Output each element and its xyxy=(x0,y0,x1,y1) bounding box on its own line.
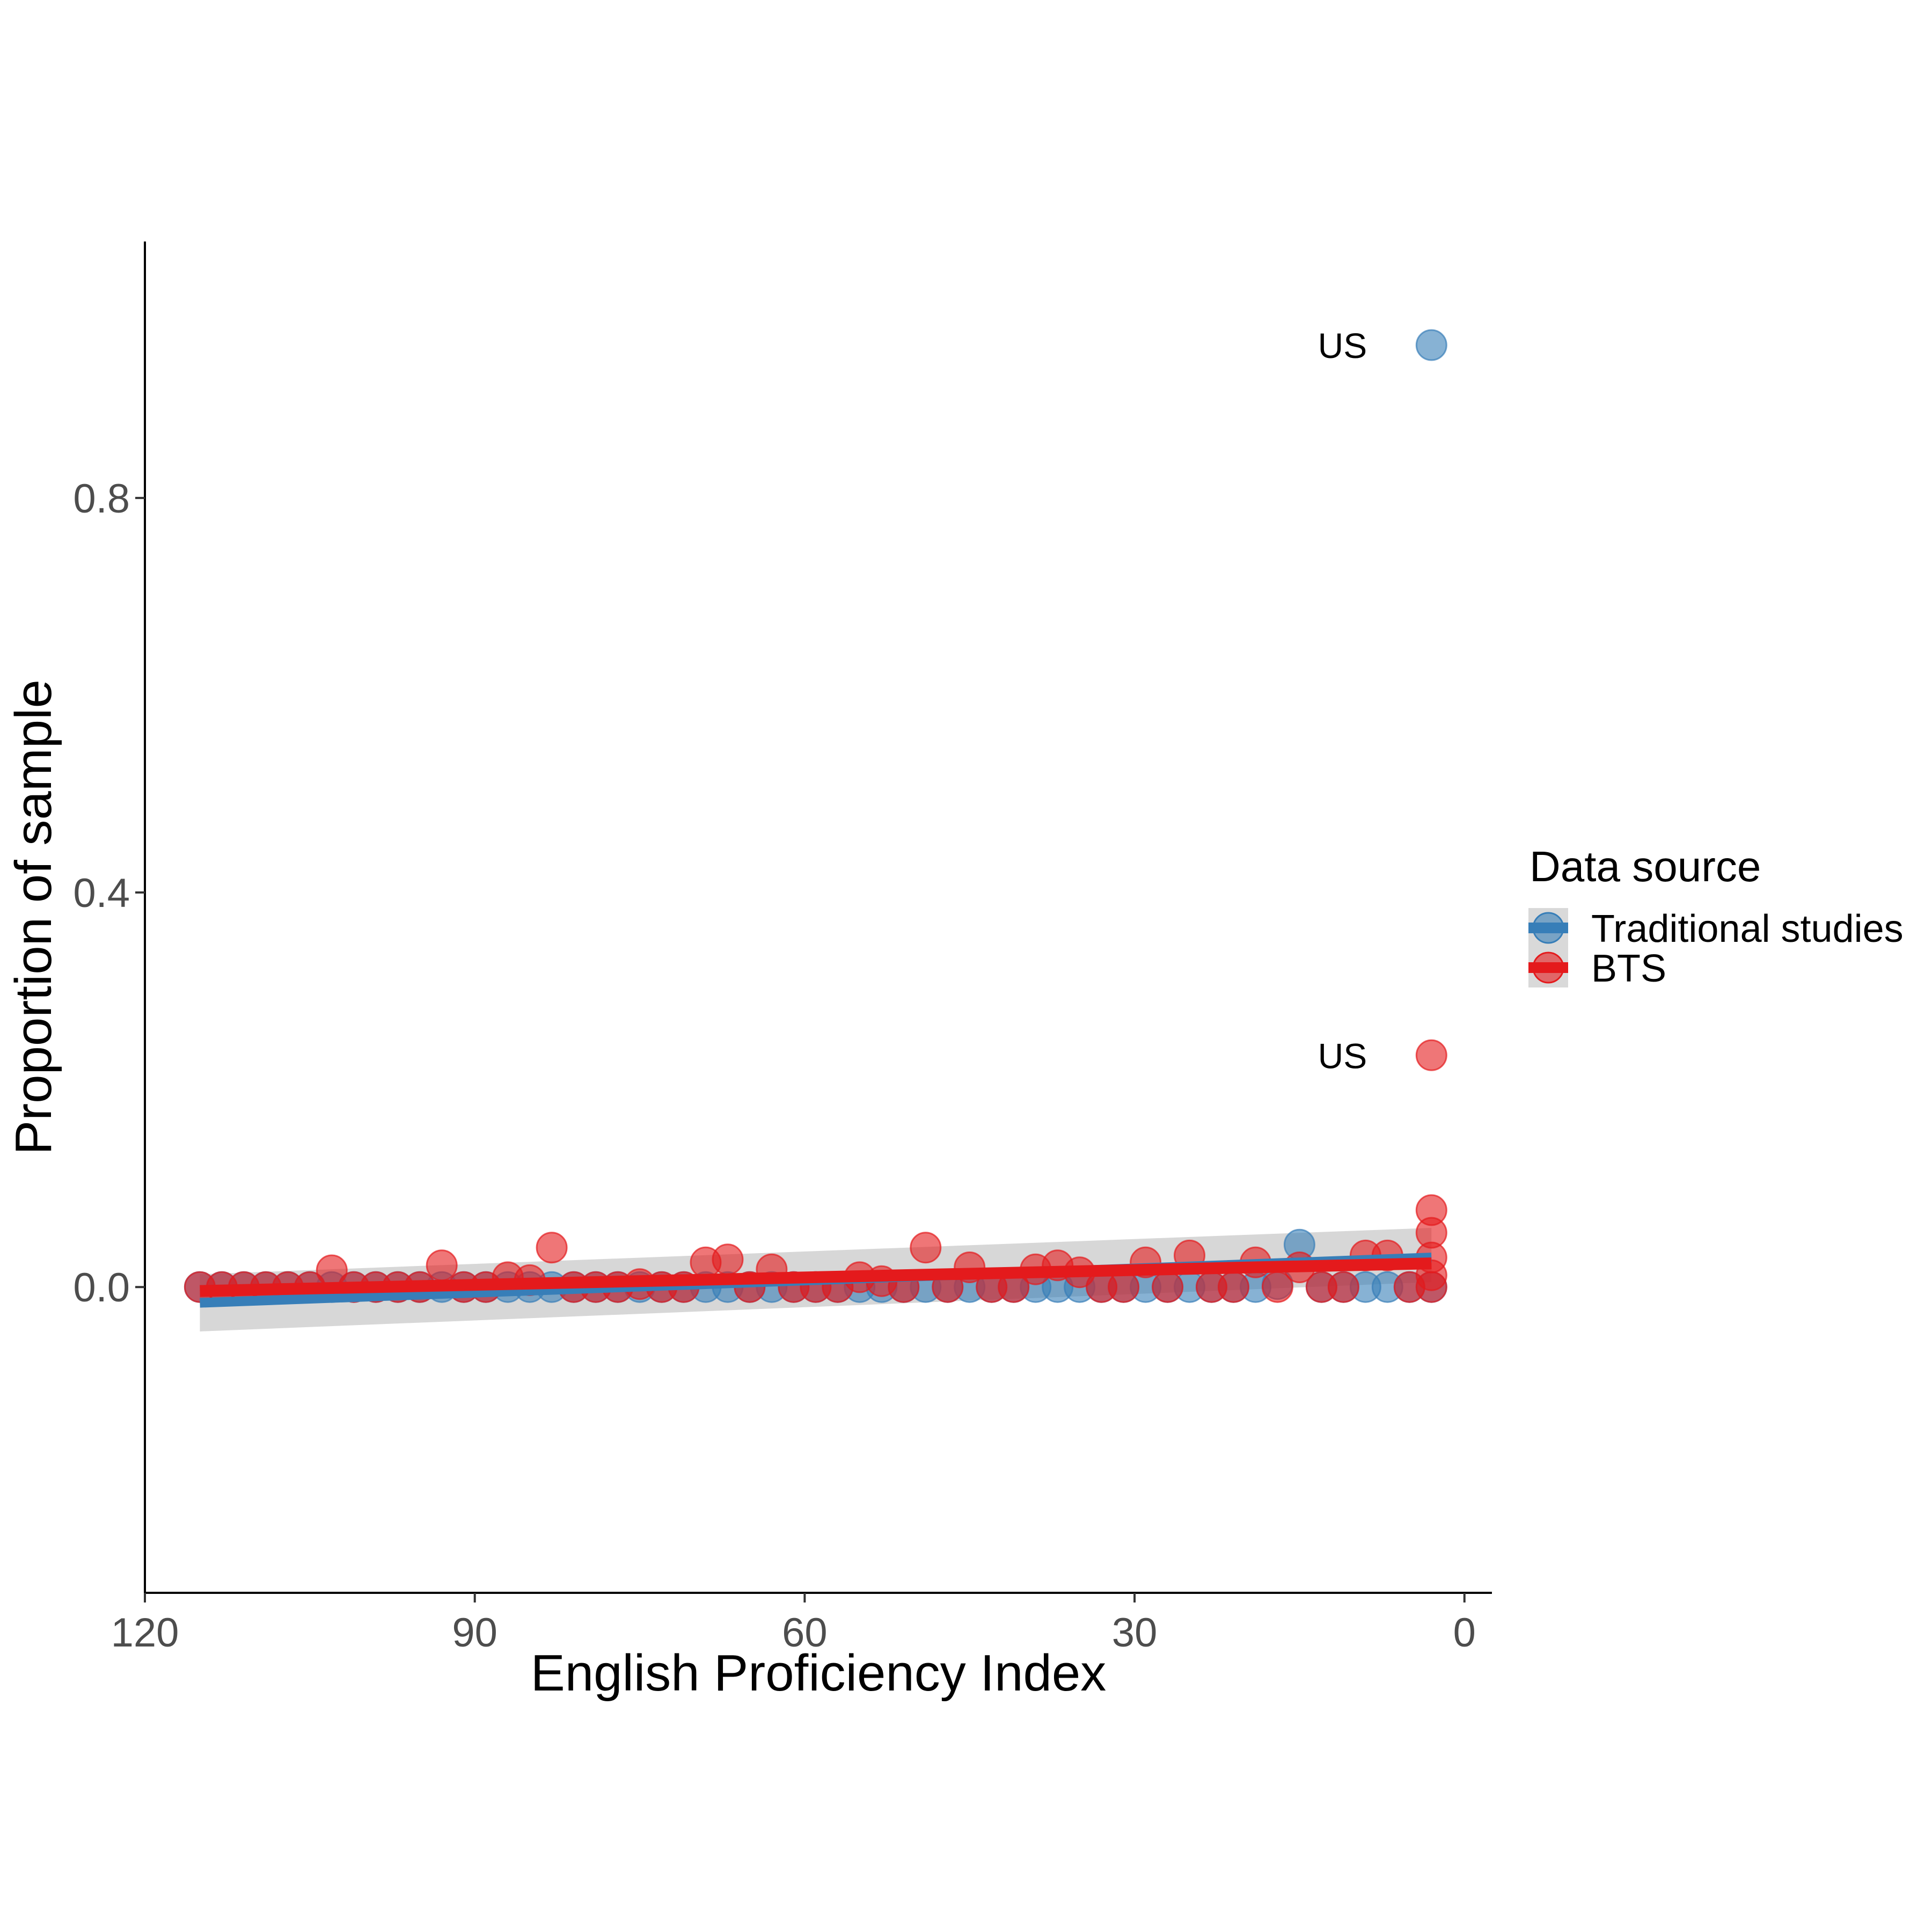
bts-point xyxy=(1415,1039,1447,1071)
x-ticks: 120 90 60 30 0 xyxy=(111,1593,1476,1656)
y-axis-title: Proportion of sample xyxy=(5,679,62,1155)
y-tick-label: 0.8 xyxy=(73,476,130,522)
bts-point xyxy=(1327,1271,1359,1303)
bts-point xyxy=(910,1232,942,1264)
bts-point xyxy=(1108,1271,1140,1303)
bts-point xyxy=(1152,1271,1184,1303)
legend-label-bts: BTS xyxy=(1591,947,1666,990)
legend-key-traditional-studies xyxy=(1528,908,1568,948)
legend: Data source Traditional studies BTS xyxy=(1528,843,1904,990)
traditional-studies-points xyxy=(184,329,1447,1303)
bts-point xyxy=(426,1249,458,1282)
bts-fit-line xyxy=(200,1257,1432,1297)
y-ticks: 0.0 0.4 0.8 xyxy=(73,476,145,1311)
bts-point xyxy=(712,1243,744,1276)
y-tick-label: 0.4 xyxy=(73,870,130,916)
legend-label-traditional-studies: Traditional studies xyxy=(1591,908,1904,950)
y-tick-label: 0.0 xyxy=(73,1265,130,1311)
x-tick-label: 120 xyxy=(111,1610,179,1656)
x-axis-title: English Proficiency Index xyxy=(531,1644,1107,1702)
bts-point xyxy=(536,1232,568,1264)
bts-point xyxy=(1415,1271,1447,1303)
x-tick-label: 30 xyxy=(1112,1610,1158,1656)
legend-title: Data source xyxy=(1529,843,1761,890)
annotation-label: US xyxy=(1318,1036,1367,1075)
annotation-layer: US US xyxy=(1318,326,1367,1075)
fit-lines-layer xyxy=(200,1253,1432,1308)
annotation-label: US xyxy=(1318,326,1367,365)
x-tick-label: 60 xyxy=(782,1610,828,1656)
bts-point xyxy=(1218,1271,1249,1303)
bts-point xyxy=(1415,1194,1447,1226)
x-tick-label: 0 xyxy=(1453,1610,1476,1656)
x-tick-label: 90 xyxy=(452,1610,497,1656)
legend-key-bts xyxy=(1528,948,1568,987)
traditional-studies-point xyxy=(1415,329,1447,361)
